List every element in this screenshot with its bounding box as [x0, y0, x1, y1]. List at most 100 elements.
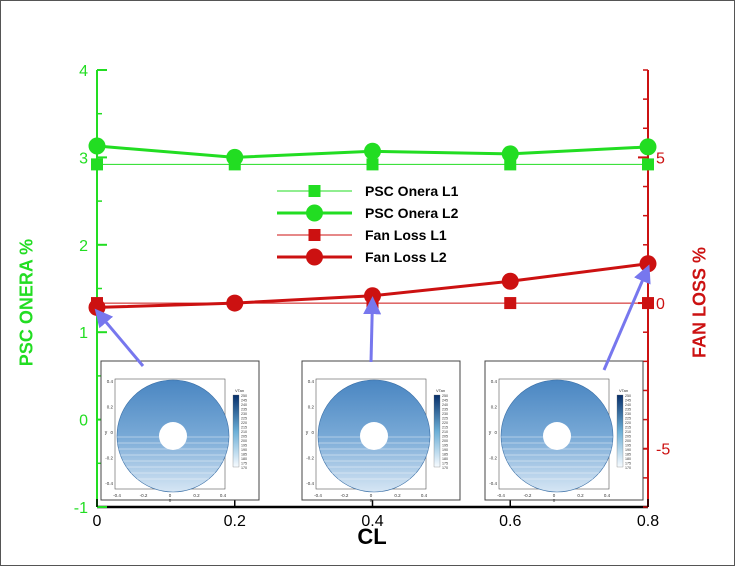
inset-colorbar-label: 190 [442, 448, 448, 452]
inset-colorbar-label: 240 [241, 403, 247, 407]
inset-colorbar-label: 205 [625, 435, 631, 439]
inset-colorbar-label: 220 [625, 421, 631, 425]
inset-colorbar-label: 245 [241, 399, 247, 403]
inset-hub-hole [159, 422, 187, 450]
data-point-circle [88, 137, 106, 155]
inset-y-tick-label: 0 [494, 430, 497, 435]
data-point-circle [364, 142, 381, 160]
inset-y-label: y [489, 430, 492, 436]
inset-y-tick-label: 0.4 [308, 379, 315, 384]
inset-colorbar-label: 175 [241, 462, 247, 466]
inset-x-tick-label: -0.4 [497, 493, 505, 498]
legend-marker-square [308, 185, 321, 197]
legend-label: Fan Loss L1 [365, 227, 447, 243]
inset-x-label: x [553, 498, 556, 504]
legend-marker-square [308, 229, 321, 241]
right-axis-label: FAN LOSS % [689, 247, 710, 359]
right-tick-label: 0 [656, 296, 665, 313]
x-tick-label: 0 [93, 513, 102, 530]
inset-colorbar-label: 175 [442, 462, 448, 466]
data-point-circle [226, 294, 244, 312]
inset-colorbar-label: 230 [625, 412, 631, 416]
left-tick-label: 4 [79, 63, 88, 80]
inset-colorbar-label: 200 [625, 439, 631, 443]
data-point-square [504, 297, 517, 310]
inset-x-tick-label: 0.4 [604, 493, 611, 498]
data-point-square [91, 158, 103, 171]
inset-x-tick-label: 0.4 [421, 493, 428, 498]
legend-marker-circle [306, 248, 323, 266]
inset-x-tick-label: 0 [553, 493, 556, 498]
inset-y-tick-label: 0.2 [107, 405, 114, 410]
inset-y-label: y [306, 430, 309, 436]
legend-label: Fan Loss L2 [365, 249, 447, 265]
inset-colorbar-label: 215 [241, 426, 247, 430]
left-tick-label: 2 [79, 238, 88, 255]
inset-x-tick-label: 0.2 [394, 493, 401, 498]
inset-colorbar-label: 195 [241, 444, 247, 448]
data-point-square [642, 158, 654, 171]
inset-colorbar-label: 170 [442, 466, 448, 470]
inset-colorbar-title: VTan [436, 388, 445, 393]
inset-y-tick-label: -0.2 [489, 456, 497, 461]
inset-x-tick-label: -0.4 [314, 493, 322, 498]
inset-hub-hole [360, 422, 388, 450]
inset-colorbar-label: 200 [442, 439, 448, 443]
x-tick-label: 0.4 [361, 513, 383, 530]
inset-colorbar-label: 170 [241, 466, 247, 470]
inset-colorbar-label: 225 [241, 417, 247, 421]
inset-colorbar-label: 240 [625, 403, 631, 407]
inset-colorbar-label: 215 [625, 426, 631, 430]
data-point-square [642, 297, 654, 310]
inset-colorbar-label: 180 [625, 457, 631, 461]
inset-colorbar-label: 190 [241, 448, 247, 452]
contour-inset: -0.4 -0.2 0 0.2 0.40.40.20-0.2-0.4xyVTan2502… [484, 360, 644, 504]
data-point-circle [639, 138, 657, 156]
inset-x-tick-label: 0.4 [220, 493, 227, 498]
inset-x-tick-label: 0.2 [577, 493, 584, 498]
inset-x-tick-label: 0.2 [193, 493, 200, 498]
inset-colorbar [232, 394, 240, 468]
inset-x-tick-label: -0.4 [113, 493, 121, 498]
inset-colorbar-label: 205 [241, 435, 247, 439]
inset-colorbar-label: 185 [442, 453, 448, 457]
inset-y-tick-label: -0.4 [306, 481, 314, 486]
inset-colorbar-label: 225 [442, 417, 448, 421]
inset-y-tick-label: -0.2 [105, 456, 113, 461]
legend-label: PSC Onera L2 [365, 205, 459, 221]
inset-x-tick-label: -0.2 [341, 493, 349, 498]
inset-colorbar-label: 235 [442, 408, 448, 412]
inset-x-label: x [169, 498, 172, 504]
data-point-circle [501, 272, 519, 290]
inset-colorbar-label: 180 [442, 457, 448, 461]
x-axis-label: CL [357, 524, 387, 549]
inset-colorbar-label: 195 [442, 444, 448, 448]
inset-y-tick-label: 0.2 [308, 405, 315, 410]
inset-colorbar-label: 230 [241, 412, 247, 416]
inset-colorbar-label: 210 [241, 430, 247, 434]
legend-marker-circle [306, 204, 323, 222]
inset-pointer-arrow [363, 296, 382, 363]
inset-colorbar-label: 235 [625, 408, 631, 412]
inset-colorbar-label: 200 [241, 439, 247, 443]
inset-y-tick-label: 0.2 [491, 405, 498, 410]
inset-colorbar-title: VTan [619, 388, 628, 393]
data-point-circle [501, 145, 519, 163]
left-tick-label: 1 [79, 325, 88, 342]
contour-inset: -0.4 -0.2 0 0.2 0.40.40.20-0.2-0.4xyVTan2502… [100, 360, 260, 504]
x-tick-label: 0.2 [224, 513, 246, 530]
inset-pointer-arrow [94, 308, 145, 367]
inset-colorbar-label: 250 [442, 394, 448, 398]
inset-colorbar-label: 175 [625, 462, 631, 466]
left-axis-label: PSC ONERA % [16, 238, 37, 367]
inset-x-label: x [370, 498, 373, 504]
inset-colorbar-label: 210 [442, 430, 448, 434]
inset-colorbar-label: 220 [241, 421, 247, 425]
inset-y-tick-label: -0.4 [489, 481, 497, 486]
left-tick-label: 3 [79, 150, 88, 167]
inset-colorbar-label: 250 [625, 394, 631, 398]
x-tick-label: 0.8 [637, 513, 659, 530]
inset-colorbar-label: 240 [442, 403, 448, 407]
inset-colorbar-label: 245 [625, 399, 631, 403]
inset-colorbar [433, 394, 441, 468]
